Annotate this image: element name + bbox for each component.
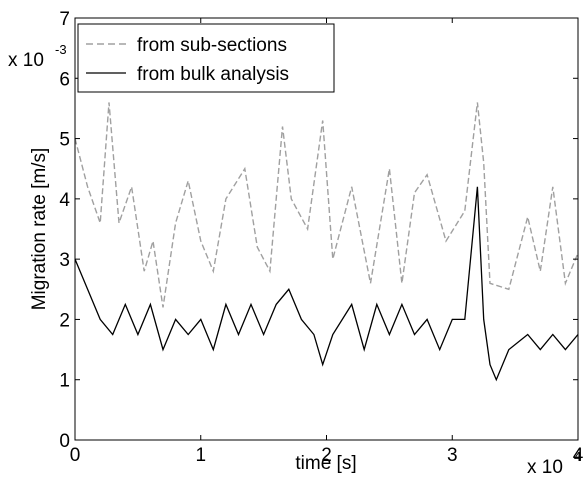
y-tick-label: 7	[59, 9, 70, 30]
y-multiplier-base: x 10	[8, 50, 44, 71]
y-tick-label: 6	[59, 69, 70, 90]
y-tick-label: 4	[59, 190, 70, 211]
legend-label-bulk-analysis: from bulk analysis	[137, 64, 289, 85]
series-layer	[74, 102, 579, 382]
y-tick-label: 1	[59, 371, 70, 392]
x-multiplier-base: x 10	[527, 457, 563, 478]
legend-box	[77, 23, 335, 93]
y-tick-label: 2	[59, 310, 70, 331]
x-tick-label: 4	[573, 445, 584, 466]
y-multiplier-exp: -3	[55, 42, 67, 57]
ticks-layer: 0 1 2 3 4 0 1 2 3 4 5 6 7	[59, 9, 583, 466]
x-axis-label: time [s]	[295, 453, 356, 474]
y-tick-label: 3	[59, 250, 70, 271]
legend: from sub-sections from bulk analysis	[77, 23, 335, 93]
x-tick-label: 3	[447, 445, 458, 466]
x-tick-label: 1	[195, 445, 206, 466]
x-tick-label: 0	[70, 445, 81, 466]
x-tick-label: 2	[321, 445, 332, 466]
series-line-1	[74, 186, 579, 382]
y-axis-label: Migration rate [m/s]	[29, 148, 50, 311]
y-tick-label: 5	[59, 130, 70, 151]
legend-label-sub-sections: from sub-sections	[137, 35, 287, 56]
series-line-0	[74, 102, 579, 308]
x-multiplier-exp: 4	[574, 449, 581, 464]
y-tick-label: 0	[59, 431, 70, 452]
